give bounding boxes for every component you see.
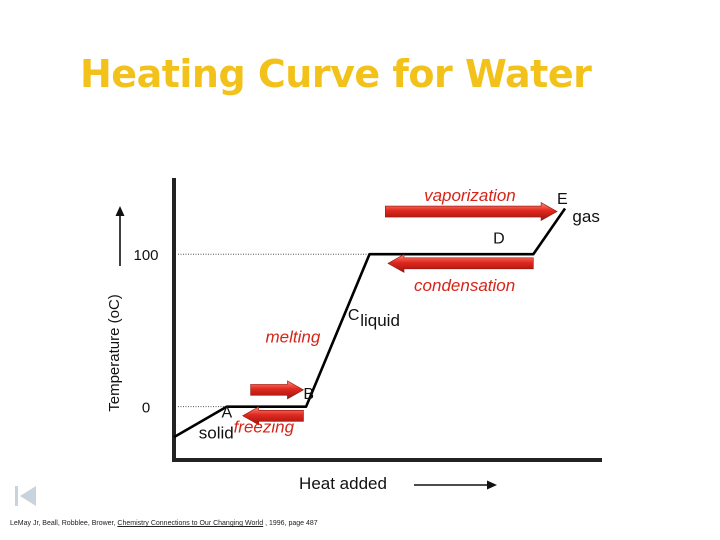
segment-label-A: A [222, 404, 233, 421]
vaporization-label: vaporization [424, 186, 516, 205]
segment-label-C: C [348, 307, 360, 324]
y-axis-label: Temperature (oC) [106, 294, 123, 412]
citation-details: , 1996, page 487 [263, 520, 318, 527]
x-axis-label: Heat added [299, 474, 387, 493]
freezing-label: freezing [234, 418, 295, 437]
y-tick-100: 100 [133, 247, 158, 264]
y-tick-labels: 0 100 [133, 247, 158, 416]
melting-label: melting [265, 328, 320, 347]
citation-book: Chemistry Connections to Our Changing Wo… [117, 520, 264, 527]
segment-label-B: B [303, 386, 314, 403]
citation-authors: LeMay Jr, Beall, Robblee, Brower, [10, 520, 118, 527]
phase-label-liquid: liquid [360, 311, 400, 330]
citation: LeMay Jr, Beall, Robblee, Brower, Chemis… [10, 520, 318, 527]
y-arrow-head [115, 206, 125, 216]
gridlines [178, 253, 370, 408]
heating-curve-line [173, 207, 567, 439]
x-arrow-head [487, 480, 497, 490]
segment-label-D: D [493, 231, 505, 248]
skip-back-icon[interactable] [14, 484, 38, 508]
phase-label-solid: solid [199, 424, 234, 443]
melting-arrow [250, 380, 305, 400]
y-tick-0: 0 [142, 400, 150, 417]
transition-arrows: melting freezing vaporization condensation [234, 186, 558, 437]
condensation-label: condensation [414, 276, 515, 295]
condensation-arrow [387, 253, 534, 273]
vaporization-arrow [385, 202, 558, 222]
series-group [173, 207, 567, 439]
freezing-arrow [242, 406, 304, 426]
axes: Temperature (oC) Heat added [106, 178, 602, 493]
phase-label-gas: gas [572, 207, 599, 226]
segment-label-E: E [557, 191, 568, 208]
page-title: Heating Curve for Water [80, 52, 592, 96]
